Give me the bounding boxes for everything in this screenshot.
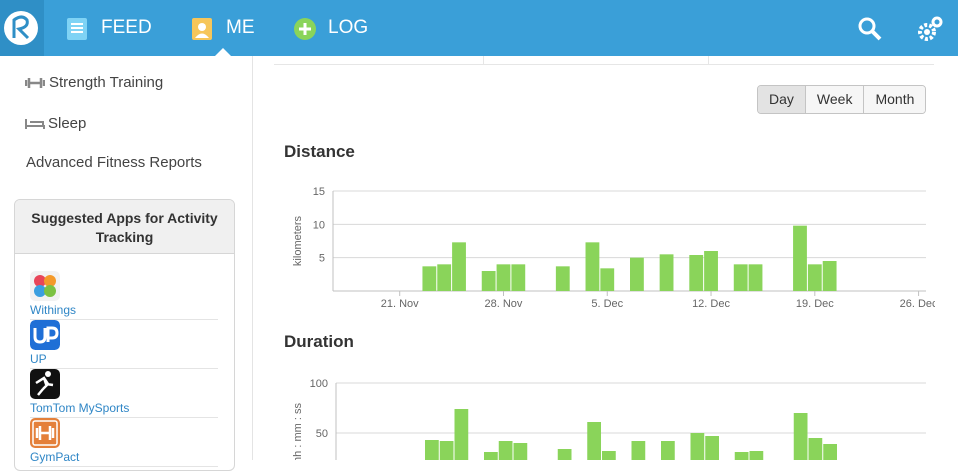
- nav-label: LOG: [328, 17, 369, 38]
- bar: [425, 440, 439, 460]
- app-name: GymPact: [30, 450, 80, 464]
- y-tick-label: 5: [319, 253, 325, 265]
- app-icon: [30, 418, 60, 448]
- active-caret: [215, 48, 231, 56]
- apps-panel: Suggested Apps for Activity Tracking Wit…: [14, 199, 235, 471]
- log-icon: [294, 18, 316, 40]
- sidebar-link[interactable]: Strength Training: [49, 74, 164, 91]
- app-icon: [30, 369, 60, 399]
- x-tick-label: 19. Dec: [796, 298, 834, 310]
- app-item[interactable]: UP: [30, 320, 218, 369]
- y-tick-label: 15: [313, 186, 325, 198]
- apps-title: Suggested Apps for Activity Tracking: [15, 200, 234, 254]
- bar: [661, 441, 675, 460]
- bar: [690, 433, 705, 460]
- bar: [452, 242, 466, 291]
- feed-icon: [67, 18, 87, 40]
- tab-divider: [274, 64, 934, 65]
- bar: [498, 441, 513, 460]
- bar: [748, 264, 763, 291]
- bar: [422, 266, 437, 291]
- bar: [705, 436, 719, 460]
- bar: [484, 452, 498, 460]
- bar: [585, 242, 600, 291]
- duration-chart: Duration hh : mm : ss 50 100: [284, 332, 926, 460]
- bar: [481, 271, 496, 291]
- bar: [513, 443, 528, 460]
- x-tick-label: 26. Dec: [900, 298, 935, 310]
- range-buttons: Day Week Month: [757, 85, 927, 114]
- x-tick-label: 12. Dec: [692, 298, 730, 310]
- x-tick-label: 21. Nov: [381, 298, 419, 310]
- nav-label: ME: [226, 17, 255, 38]
- chart-title: Distance: [284, 142, 355, 161]
- logo[interactable]: [0, 0, 44, 56]
- bar: [807, 264, 822, 291]
- bar: [511, 264, 526, 291]
- y-tick-label: 100: [310, 378, 328, 390]
- bar: [793, 225, 807, 291]
- y-axis-label: hh : mm : ss: [292, 403, 304, 460]
- bar: [631, 441, 646, 460]
- bar: [822, 261, 837, 291]
- app-item[interactable]: TomTom MySports: [30, 369, 218, 418]
- app-name: TomTom MySports: [30, 401, 130, 415]
- search-icon[interactable]: [858, 17, 882, 41]
- tab-divider: [483, 56, 484, 65]
- app-name: Withings: [30, 303, 77, 317]
- range-button[interactable]: Month: [864, 86, 926, 113]
- chart-title: Duration: [284, 332, 354, 351]
- bar: [630, 257, 644, 291]
- x-tick-label: 28. Nov: [485, 298, 523, 310]
- bar: [600, 268, 615, 291]
- me-icon: [192, 18, 212, 40]
- bar: [659, 254, 674, 291]
- y-tick-label: 50: [316, 428, 328, 440]
- app-icon: [30, 271, 60, 301]
- bar: [454, 409, 469, 460]
- top-nav: FEED ME LOG: [0, 0, 958, 56]
- bar: [437, 264, 452, 291]
- bar: [496, 264, 511, 291]
- sidebar: Strength Training Sleep Advanced Fitness…: [0, 56, 253, 471]
- dumbbell-icon: [25, 78, 45, 88]
- sidebar-link[interactable]: Sleep: [48, 115, 87, 132]
- bar: [793, 413, 808, 460]
- bar: [557, 449, 572, 460]
- bar: [602, 451, 616, 460]
- range-button[interactable]: Week: [805, 86, 865, 113]
- bar: [823, 444, 837, 460]
- settings-icon[interactable]: [916, 15, 944, 43]
- bar: [587, 422, 601, 460]
- sidebar-link[interactable]: Advanced Fitness Reports: [26, 154, 202, 171]
- nav-label: FEED: [101, 17, 152, 38]
- bar: [439, 441, 454, 460]
- bar: [733, 264, 748, 291]
- y-axis-label: kilometers: [292, 215, 304, 266]
- tab-divider: [708, 56, 709, 65]
- range-button[interactable]: Day: [758, 86, 806, 113]
- x-tick-label: 5. Dec: [591, 298, 623, 310]
- bar: [704, 251, 718, 291]
- bar: [689, 255, 704, 291]
- bar: [734, 452, 749, 460]
- bar: [749, 451, 764, 460]
- app-item[interactable]: Withings: [30, 271, 218, 320]
- app-name: UP: [30, 352, 47, 366]
- bed-icon: [25, 119, 45, 129]
- bar: [555, 266, 570, 291]
- distance-chart: Distance kilometers 5 10 15 21. Nov 28. Nov 5. …: [284, 142, 935, 310]
- y-tick-label: 10: [313, 219, 325, 231]
- bar: [808, 438, 823, 460]
- app-icon: [30, 320, 60, 350]
